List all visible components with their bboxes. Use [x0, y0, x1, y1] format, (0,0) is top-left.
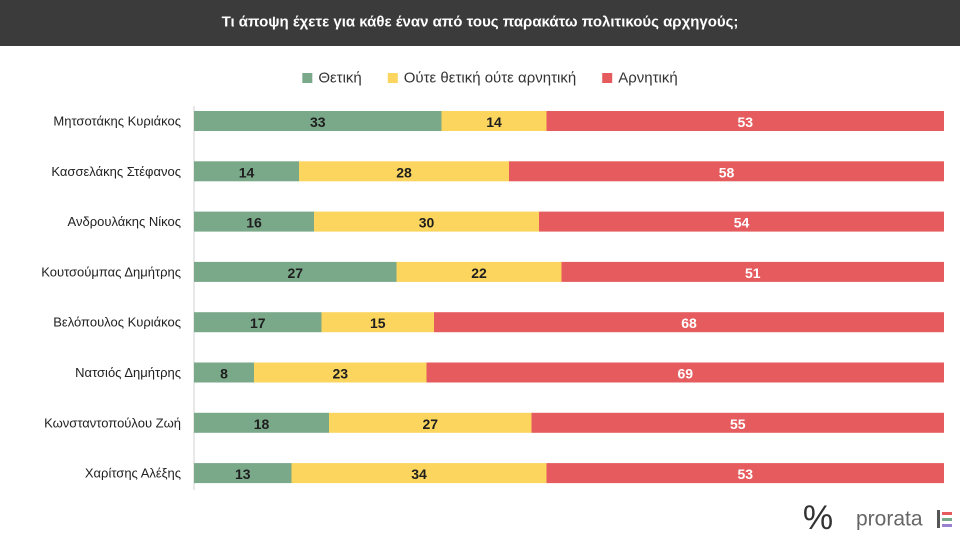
value-label: 23: [332, 366, 348, 382]
legend-label: Θετική: [318, 70, 361, 87]
logo-symbol: %: [803, 499, 833, 537]
value-label: 8: [220, 366, 228, 382]
value-label: 68: [681, 315, 697, 331]
y-tick-label: Νατσιός Δημήτρης: [75, 365, 181, 380]
value-label: 14: [486, 114, 502, 130]
value-label: 53: [737, 114, 753, 130]
value-label: 54: [734, 215, 750, 231]
bar: [561, 261, 944, 282]
legend-swatch: [602, 73, 613, 83]
bar: [194, 412, 329, 433]
value-label: 27: [287, 265, 303, 281]
bar: [441, 111, 547, 131]
value-label: 14: [239, 164, 255, 180]
value-label: 28: [396, 164, 412, 180]
value-label: 17: [250, 315, 266, 331]
y-tick-label: Κωνσταντοπούλου Ζωή: [44, 415, 181, 430]
legend-label: Ούτε θετική ούτε αρνητική: [404, 70, 576, 87]
bar: [194, 312, 322, 333]
bar: [194, 111, 442, 131]
chart-title: Τι άποψη έχετε για κάθε έναν από τους πα…: [222, 14, 739, 31]
bar: [531, 412, 944, 433]
y-tick-label: Βελόπουλος Κυριάκος: [53, 315, 181, 330]
value-label: 33: [310, 114, 326, 130]
value-label: 34: [411, 466, 427, 482]
value-label: 58: [719, 164, 735, 180]
y-tick-label: Ανδρουλάκης Νίκος: [68, 214, 181, 229]
value-label: 13: [235, 466, 251, 482]
legend-swatch: [302, 73, 313, 83]
bar: [546, 111, 944, 131]
y-tick-label: Χαρίτσης Αλέξης: [85, 466, 181, 481]
value-label: 22: [471, 265, 487, 281]
value-label: 30: [419, 215, 435, 231]
bar: [194, 211, 314, 232]
bar: [509, 161, 944, 182]
bar: [299, 161, 509, 182]
bar: [329, 412, 532, 433]
value-label: 18: [254, 416, 270, 432]
bar: [254, 362, 427, 383]
value-label: 16: [246, 215, 262, 231]
bar: [194, 161, 299, 182]
bar: [314, 211, 539, 232]
bar: [194, 362, 254, 383]
y-tick-label: Μητσοτάκης Κυριάκος: [53, 114, 181, 129]
logo-bar: [937, 510, 940, 528]
title-bar: [0, 0, 960, 46]
bar: [539, 211, 944, 232]
bar: [194, 463, 292, 484]
value-label: 69: [677, 366, 693, 382]
value-label: 55: [730, 416, 746, 432]
logo-stripe: [942, 512, 952, 515]
logo: prorata: [856, 508, 923, 531]
y-tick-label: Κασσελάκης Στέφανος: [51, 164, 181, 179]
logo-stripe: [942, 524, 952, 527]
bar: [396, 261, 562, 282]
value-label: 15: [370, 315, 386, 331]
legend-label: Αρνητική: [618, 70, 677, 87]
bar: [546, 463, 944, 484]
y-tick-label: Κουτσούμπας Δημήτρης: [41, 264, 181, 279]
legend-swatch: [387, 73, 398, 83]
bar: [321, 312, 434, 333]
bar: [291, 463, 547, 484]
value-label: 51: [745, 265, 761, 281]
logo-stripe: [942, 518, 952, 521]
bar: [434, 312, 944, 333]
bar: [194, 261, 397, 282]
bar: [426, 362, 944, 383]
value-label: 27: [422, 416, 438, 432]
value-label: 53: [737, 466, 753, 482]
